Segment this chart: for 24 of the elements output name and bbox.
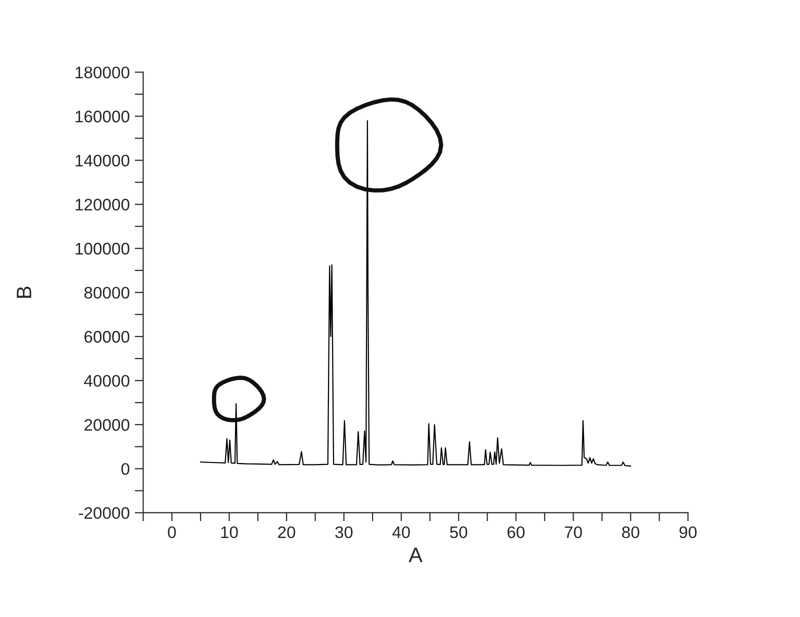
y-tick-label: 20000 (84, 419, 130, 431)
y-tick-label: 100000 (76, 242, 130, 255)
x-tick-label: 60 (508, 526, 525, 538)
y-tick-label: 80000 (84, 286, 130, 299)
y-tick-label: 60000 (84, 330, 130, 343)
x-axis-title: A (408, 548, 423, 562)
y-tick-label: 0 (121, 463, 130, 475)
x-tick-label: 90 (680, 526, 697, 538)
y-tick-label: 140000 (76, 154, 130, 166)
y-axis-title: B (16, 286, 32, 298)
x-tick-label: 40 (392, 526, 410, 538)
y-tick-label: 40000 (84, 374, 130, 387)
x-tick-label: 10 (221, 526, 238, 538)
y-tick-label: 120000 (76, 198, 130, 211)
y-tick-label: -20000 (78, 507, 130, 519)
x-tick-label: 0 (168, 526, 176, 538)
line-series (200, 120, 632, 467)
x-tick-label: 80 (622, 526, 640, 538)
y-tick-label: 160000 (76, 110, 130, 122)
x-tick-label: 30 (335, 526, 353, 538)
x-tick-label: 70 (564, 526, 582, 538)
y-tick-label: 180000 (76, 66, 130, 78)
x-tick-label: 50 (450, 526, 468, 538)
x-tick-label: 20 (278, 526, 296, 538)
